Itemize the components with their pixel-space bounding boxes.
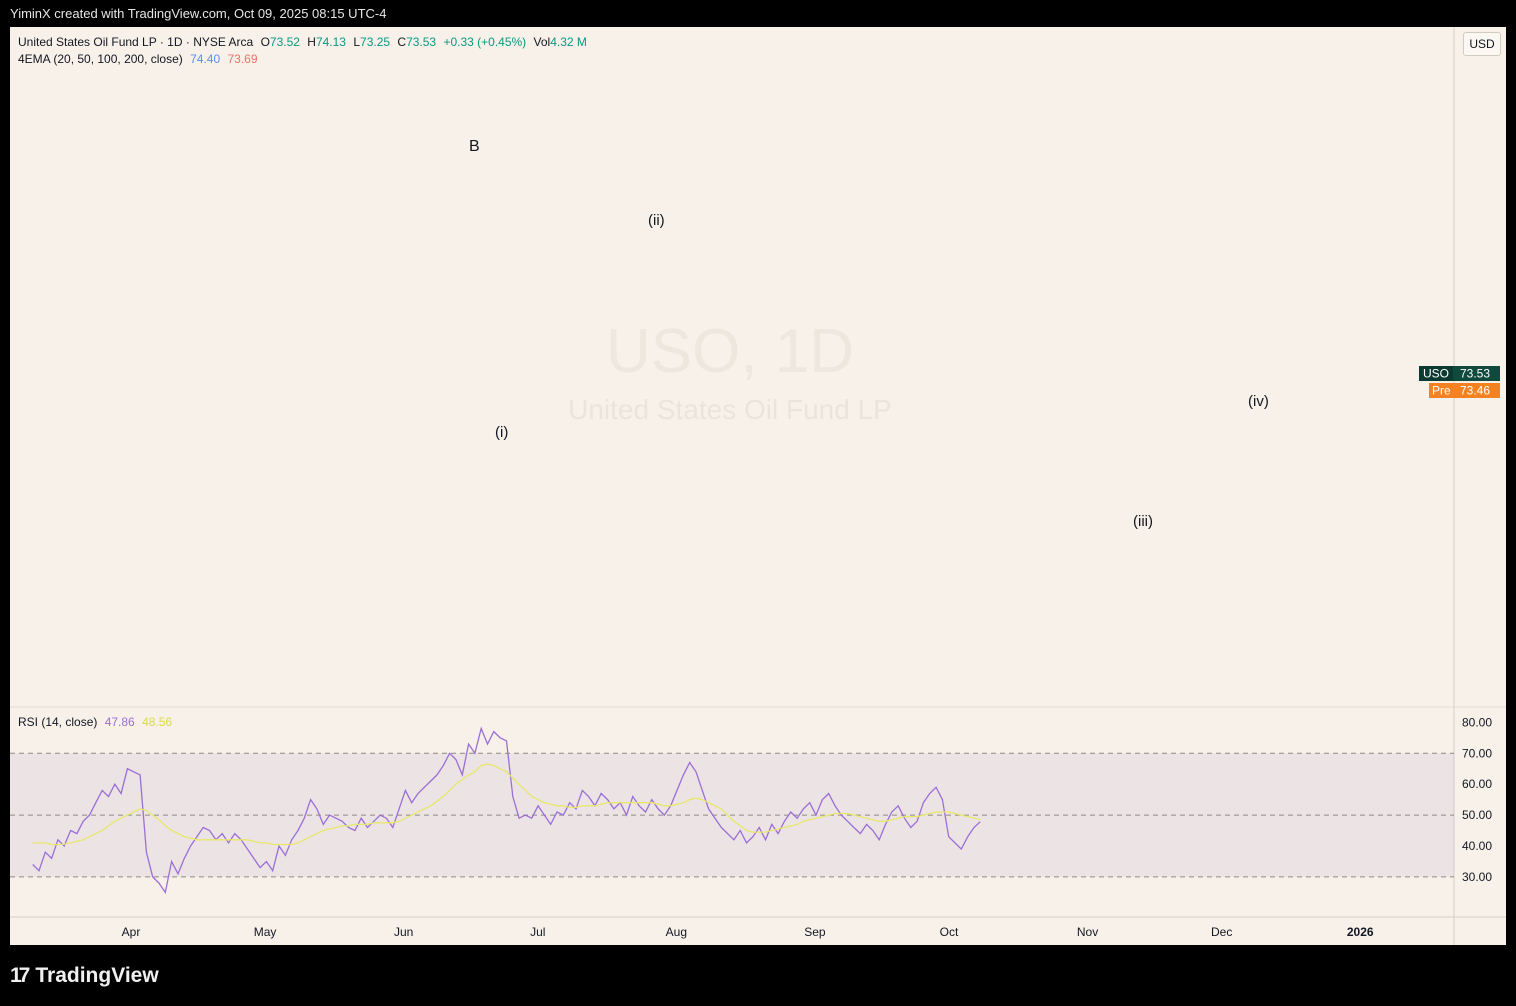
wave-label-i: (i) xyxy=(495,424,508,441)
watermark: USO, 1D United States Oil Fund LP xyxy=(568,317,892,425)
time-axis-label: Oct xyxy=(940,925,959,939)
chart-credit: YiminX created with TradingView.com, Oct… xyxy=(10,6,387,21)
wave-label-iii: (iii) xyxy=(1133,513,1153,530)
close-label: C xyxy=(397,35,407,49)
ema-legend-label[interactable]: 4EMA (20, 50, 100, 200, close) xyxy=(18,52,183,66)
time-axis-label: Nov xyxy=(1077,925,1098,939)
rsi-axis-label: 40.00 xyxy=(1462,839,1492,853)
time-axis-label: 2026 xyxy=(1347,925,1374,939)
rsi-axis-label: 50.00 xyxy=(1462,808,1492,822)
time-axis[interactable]: Apr May Jun Jul Aug Sep Oct Nov Dec 2026 xyxy=(122,925,1374,939)
currency-button[interactable]: USD xyxy=(1463,32,1501,56)
symbol-legend: United States Oil Fund LP · 1D · NYSE Ar… xyxy=(18,35,591,49)
wave-label-ii: (ii) xyxy=(648,212,665,229)
rsi-value: 47.86 xyxy=(104,715,135,729)
open-label: O xyxy=(260,35,270,49)
rsi-axis[interactable]: 80.00 70.00 60.00 50.00 40.00 30.00 xyxy=(1462,715,1492,884)
volume-value: 4.32 M xyxy=(550,35,587,49)
high-label: H xyxy=(307,35,316,49)
time-axis-label: Dec xyxy=(1211,925,1232,939)
tradingview-logo-icon: 17 xyxy=(10,964,30,987)
ema-200-value: 73.69 xyxy=(227,52,258,66)
last-price-badge: USO 73.53 xyxy=(1419,366,1500,381)
wave-label-iv: (iv) xyxy=(1248,393,1269,410)
rsi-pane xyxy=(10,726,1454,895)
ema-legend: 4EMA (20, 50, 100, 200, close) 74.40 73.… xyxy=(18,52,262,66)
rsi-axis-label: 80.00 xyxy=(1462,715,1492,729)
high-value: 74.13 xyxy=(315,35,346,49)
premarket-badge: Pre 73.46 xyxy=(1429,383,1500,398)
tradingview-logo[interactable]: 17 TradingView xyxy=(10,964,159,988)
time-axis-label: Jun xyxy=(394,925,413,939)
time-axis-label: Aug xyxy=(666,925,687,939)
open-value: 73.52 xyxy=(269,35,300,49)
watermark-ticker: USO, 1D xyxy=(606,317,854,386)
close-value: 73.53 xyxy=(406,35,437,49)
last-price-symbol: USO xyxy=(1423,367,1449,381)
rsi-axis-label: 60.00 xyxy=(1462,777,1492,791)
rsi-line xyxy=(32,726,981,895)
rsi-legend: RSI (14, close) 47.86 48.56 xyxy=(18,715,176,729)
rsi-ma-line xyxy=(32,763,981,846)
symbol-title[interactable]: United States Oil Fund LP · 1D · NYSE Ar… xyxy=(18,35,254,49)
rsi-axis-label: 70.00 xyxy=(1462,746,1492,760)
watermark-name: United States Oil Fund LP xyxy=(568,394,892,425)
last-price-value: 73.53 xyxy=(1460,367,1490,381)
rsi-axis-label: 30.00 xyxy=(1462,870,1492,884)
tradingview-brand: TradingView xyxy=(35,964,159,987)
price-chart[interactable]: USO, 1D United States Oil Fund LP 92.008… xyxy=(10,27,1506,945)
premarket-value: 73.46 xyxy=(1460,384,1490,398)
volume-label: Vol xyxy=(533,35,551,49)
wave-label-b: B xyxy=(469,138,480,155)
rsi-legend-label[interactable]: RSI (14, close) xyxy=(18,715,98,729)
time-axis-label: May xyxy=(254,925,277,939)
chart-frame[interactable]: USO, 1D United States Oil Fund LP 92.008… xyxy=(10,27,1506,945)
change-value: +0.33 (+0.45%) xyxy=(443,35,527,49)
pane-separators xyxy=(10,27,1506,945)
low-value: 73.25 xyxy=(360,35,391,49)
low-label: L xyxy=(353,35,361,49)
time-axis-label: Jul xyxy=(530,925,545,939)
premarket-label: Pre xyxy=(1432,384,1451,398)
ema-50-value: 74.40 xyxy=(190,52,221,66)
rsi-ma-value: 48.56 xyxy=(142,715,173,729)
time-axis-label: Sep xyxy=(804,925,826,939)
time-axis-label: Apr xyxy=(122,925,141,939)
